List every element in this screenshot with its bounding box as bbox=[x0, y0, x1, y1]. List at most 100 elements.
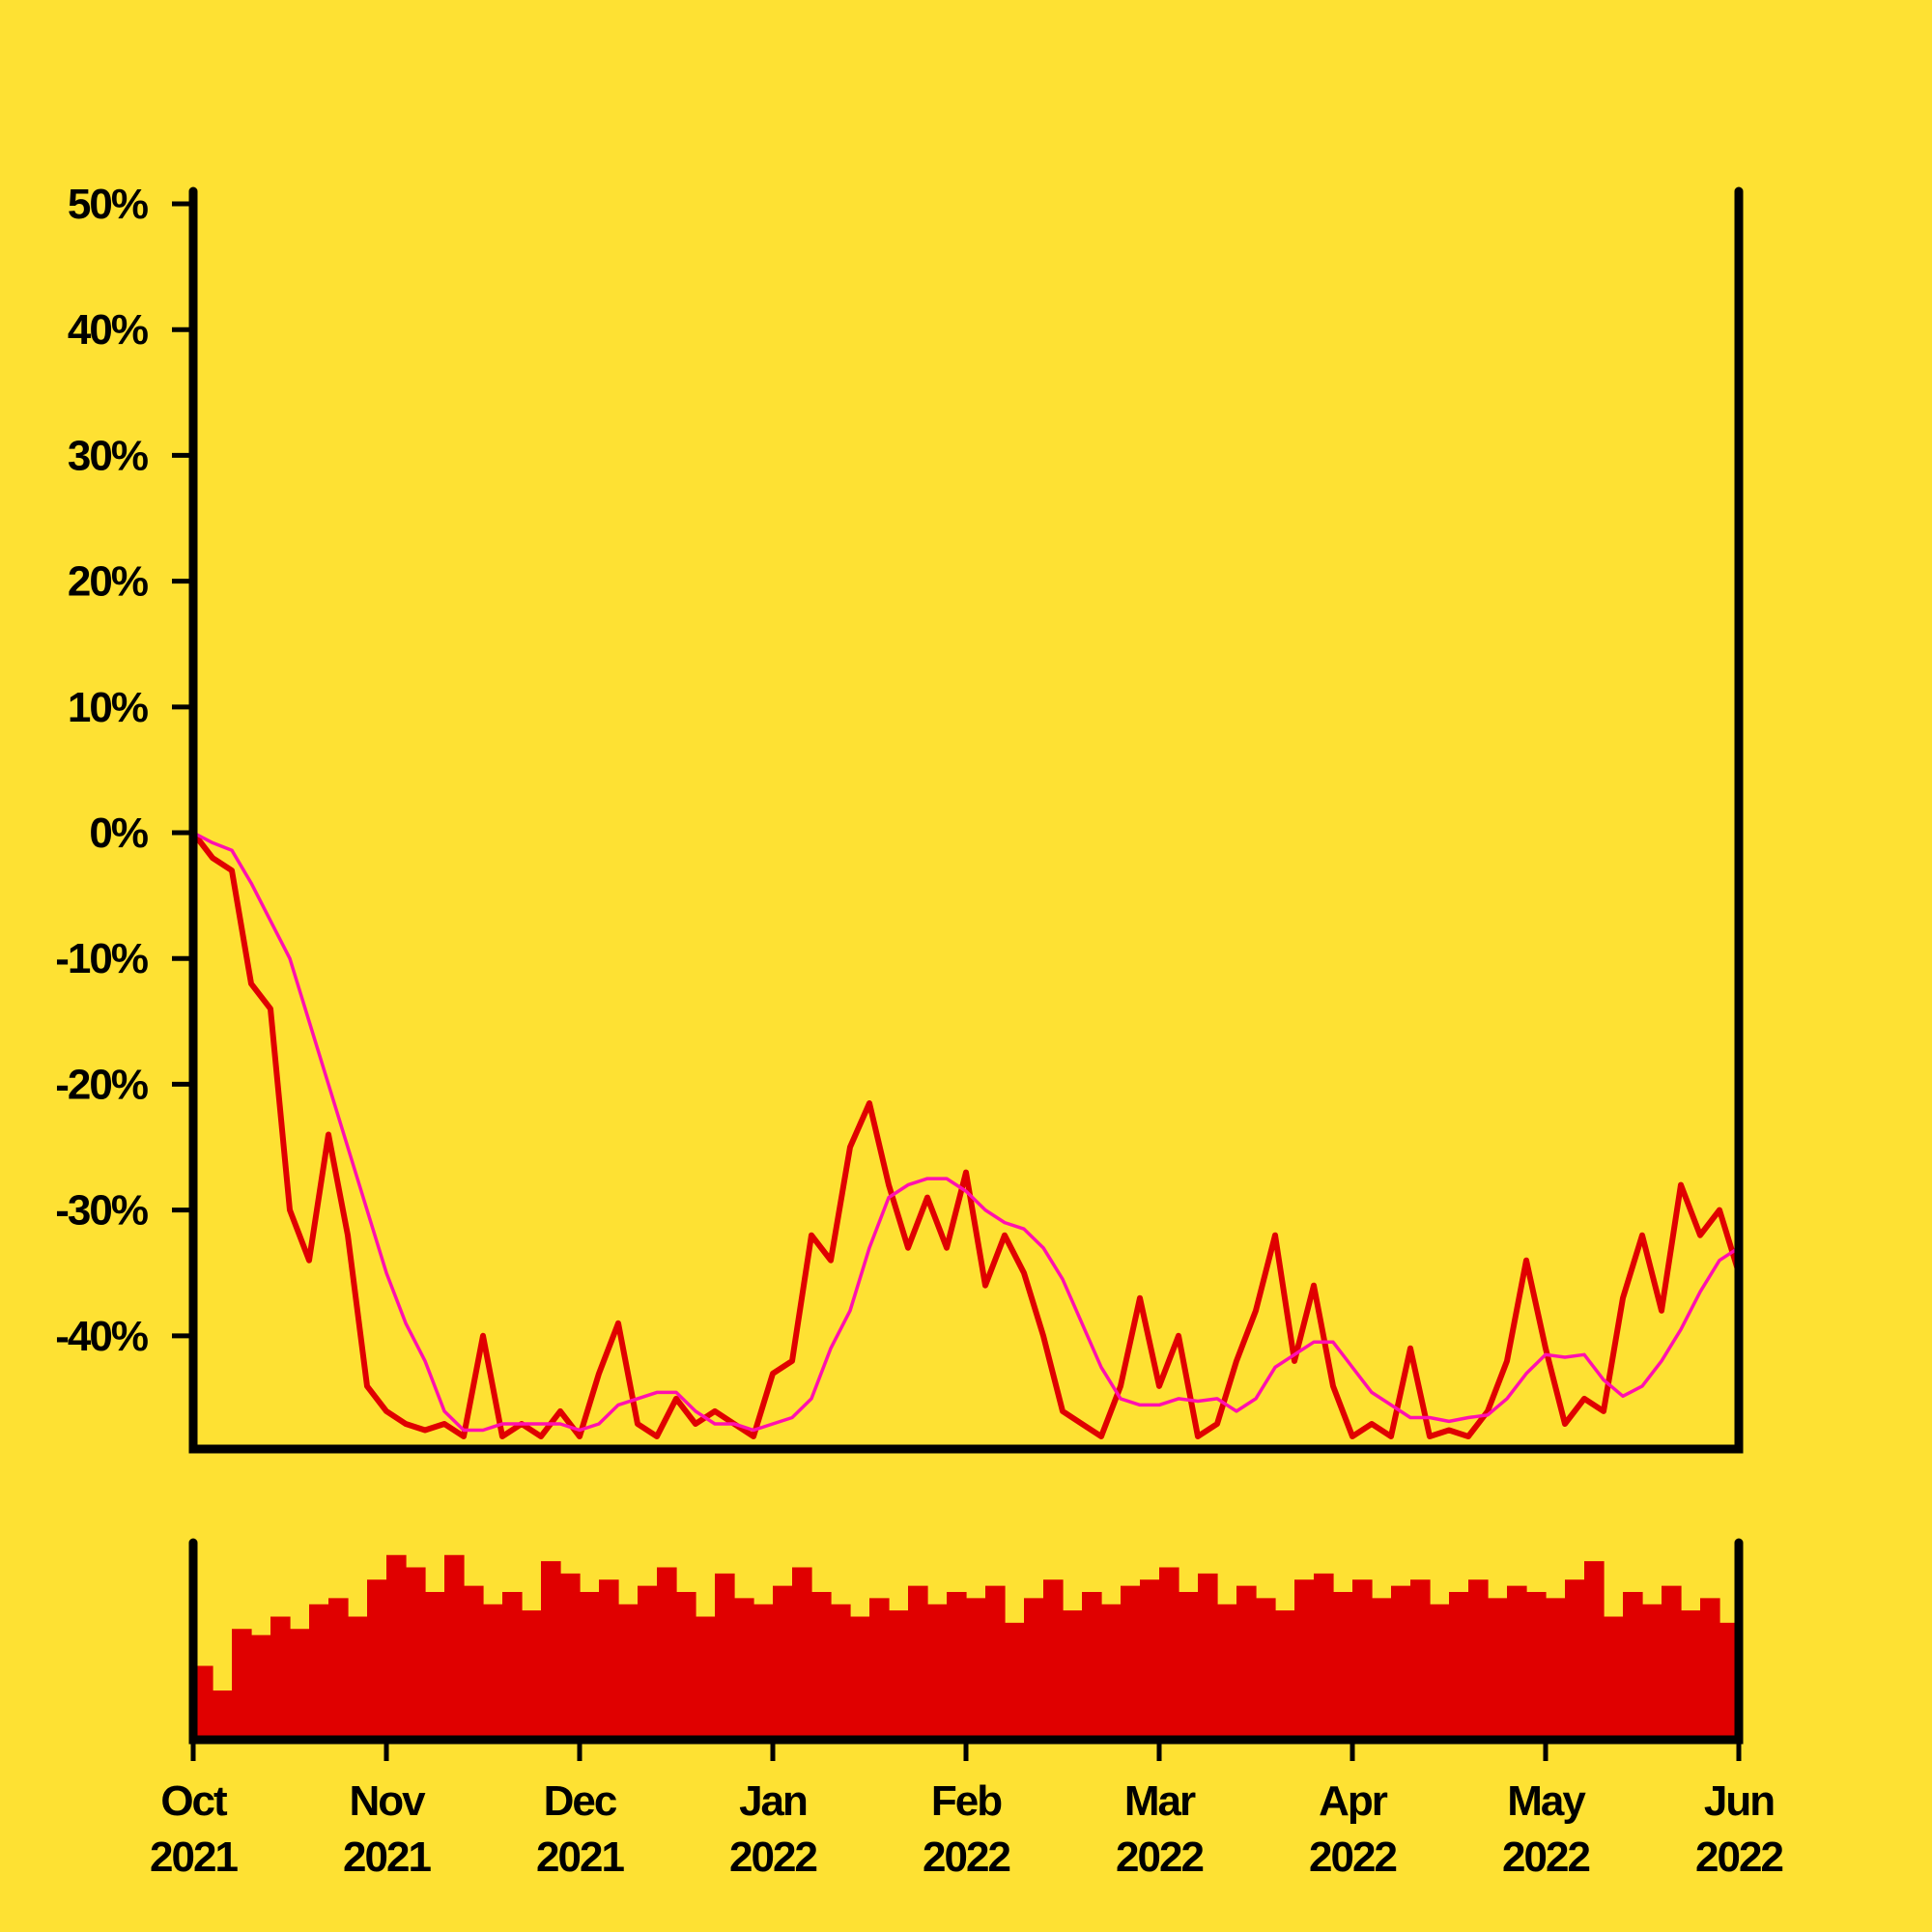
x-tick-label-line: 2021 bbox=[536, 1833, 624, 1881]
x-tick-label-line: 2022 bbox=[1116, 1833, 1203, 1881]
y-tick-label: -20% bbox=[55, 1061, 148, 1108]
x-tick-label-line: Feb bbox=[931, 1777, 1002, 1825]
volume-bar bbox=[1700, 1598, 1720, 1740]
volume-bar bbox=[1082, 1592, 1102, 1740]
x-tick-label: Dec 2021 bbox=[536, 1777, 624, 1881]
volume-bar bbox=[1275, 1610, 1295, 1740]
axes bbox=[188, 1538, 1744, 1745]
x-tick-label-line: Dec bbox=[544, 1777, 617, 1825]
volume-bar bbox=[386, 1554, 407, 1740]
volume-bar bbox=[1140, 1579, 1160, 1740]
x-tick-label-line: Mar bbox=[1124, 1777, 1196, 1825]
volume-bar bbox=[541, 1561, 561, 1740]
volume-bar bbox=[1333, 1592, 1353, 1740]
volume-bar bbox=[1604, 1616, 1624, 1740]
volume-bar bbox=[657, 1567, 677, 1740]
volume-bar bbox=[1565, 1579, 1585, 1740]
volume-bar bbox=[580, 1592, 600, 1740]
volume-bar bbox=[676, 1592, 696, 1740]
volume-bar bbox=[734, 1598, 754, 1740]
y-tick-label: 50% bbox=[68, 181, 148, 228]
volume-bar bbox=[1256, 1598, 1276, 1740]
series-line bbox=[190, 831, 1742, 1439]
volume-bar bbox=[1662, 1585, 1682, 1740]
x-tick-label-line: 2021 bbox=[343, 1833, 431, 1881]
y-tick-label: -40% bbox=[55, 1313, 148, 1360]
volume-bar bbox=[309, 1604, 329, 1740]
axes bbox=[188, 186, 1744, 1454]
x-tick-label: Jan 2022 bbox=[729, 1777, 816, 1881]
volume-bar bbox=[1681, 1610, 1701, 1740]
volume-bar bbox=[1314, 1573, 1334, 1740]
volume-bar bbox=[1101, 1604, 1122, 1740]
volume-bar bbox=[1159, 1567, 1179, 1740]
volume-bar bbox=[1372, 1598, 1392, 1740]
x-tick-label-line: Nov bbox=[349, 1777, 426, 1825]
volume-bar bbox=[1449, 1592, 1469, 1740]
y-tick-label: -10% bbox=[55, 935, 148, 982]
volume-bar bbox=[1198, 1573, 1218, 1740]
x-tick-label: May 2022 bbox=[1502, 1777, 1589, 1881]
x-tick-label: Apr 2022 bbox=[1309, 1777, 1396, 1881]
volume-bar bbox=[1217, 1604, 1237, 1740]
volume-bar bbox=[927, 1604, 948, 1740]
x-tick-label-line: 2022 bbox=[923, 1833, 1009, 1881]
y-tick-label: 30% bbox=[68, 432, 148, 479]
x-tick-label-line: 2021 bbox=[150, 1833, 238, 1881]
volume-bar bbox=[1488, 1598, 1508, 1740]
volume-bar bbox=[869, 1598, 890, 1740]
volume-bar bbox=[1719, 1622, 1740, 1740]
volume-bar bbox=[232, 1629, 252, 1740]
volume-bar bbox=[947, 1592, 967, 1740]
volume-bar bbox=[213, 1690, 233, 1740]
x-tick-label-line: May bbox=[1507, 1777, 1586, 1825]
volume-bar bbox=[1642, 1604, 1662, 1740]
volume-bar bbox=[889, 1610, 909, 1740]
volume-bar bbox=[1430, 1604, 1450, 1740]
volume-bar bbox=[966, 1598, 986, 1740]
volume-bar bbox=[1352, 1579, 1373, 1740]
x-tick-label-line: Jun bbox=[1704, 1777, 1774, 1825]
volume-bar bbox=[193, 1665, 213, 1740]
volume-bar bbox=[773, 1585, 793, 1740]
volume-bar bbox=[1546, 1598, 1566, 1740]
volume-bar bbox=[753, 1604, 774, 1740]
volume-bar bbox=[1623, 1592, 1643, 1740]
volume-bar bbox=[483, 1604, 503, 1740]
x-tick-label-line: 2022 bbox=[1695, 1833, 1782, 1881]
volume-bar bbox=[1024, 1598, 1044, 1740]
x-tick-label: Nov 2021 bbox=[343, 1777, 431, 1881]
y-tick-label: 0% bbox=[89, 810, 147, 857]
volume-bar bbox=[850, 1616, 870, 1740]
volume-bar bbox=[406, 1567, 426, 1740]
volume-bar bbox=[348, 1616, 368, 1740]
volume-bar bbox=[908, 1585, 928, 1740]
volume-bar bbox=[1121, 1585, 1141, 1740]
volume-bar bbox=[251, 1634, 271, 1740]
x-tick-label: Jun 2022 bbox=[1695, 1777, 1782, 1881]
volume-bar bbox=[1179, 1592, 1199, 1740]
series-line bbox=[192, 831, 1740, 1433]
volume-bar bbox=[1063, 1610, 1083, 1740]
x-tick-label-line: 2022 bbox=[1309, 1833, 1396, 1881]
x-tick-label: Feb 2022 bbox=[923, 1777, 1009, 1881]
volume-bar bbox=[1507, 1585, 1527, 1740]
y-tick-label: -30% bbox=[55, 1187, 148, 1235]
volume-bar bbox=[985, 1585, 1006, 1740]
volume-bar bbox=[560, 1573, 581, 1740]
y-tick-label: 40% bbox=[68, 306, 148, 354]
volume-bar bbox=[1236, 1585, 1257, 1740]
volume-bar bbox=[715, 1573, 735, 1740]
volume-bar bbox=[1005, 1622, 1025, 1740]
volume-bar bbox=[638, 1585, 658, 1740]
volume-bar bbox=[831, 1604, 851, 1740]
x-tick-label-line: 2022 bbox=[729, 1833, 816, 1881]
volume-bar bbox=[1294, 1579, 1315, 1740]
volume-bar bbox=[1584, 1561, 1605, 1740]
volume-bar bbox=[1410, 1579, 1431, 1740]
volume-bar bbox=[464, 1585, 484, 1740]
volume-bar bbox=[290, 1629, 310, 1740]
volume-bar bbox=[1526, 1592, 1547, 1740]
